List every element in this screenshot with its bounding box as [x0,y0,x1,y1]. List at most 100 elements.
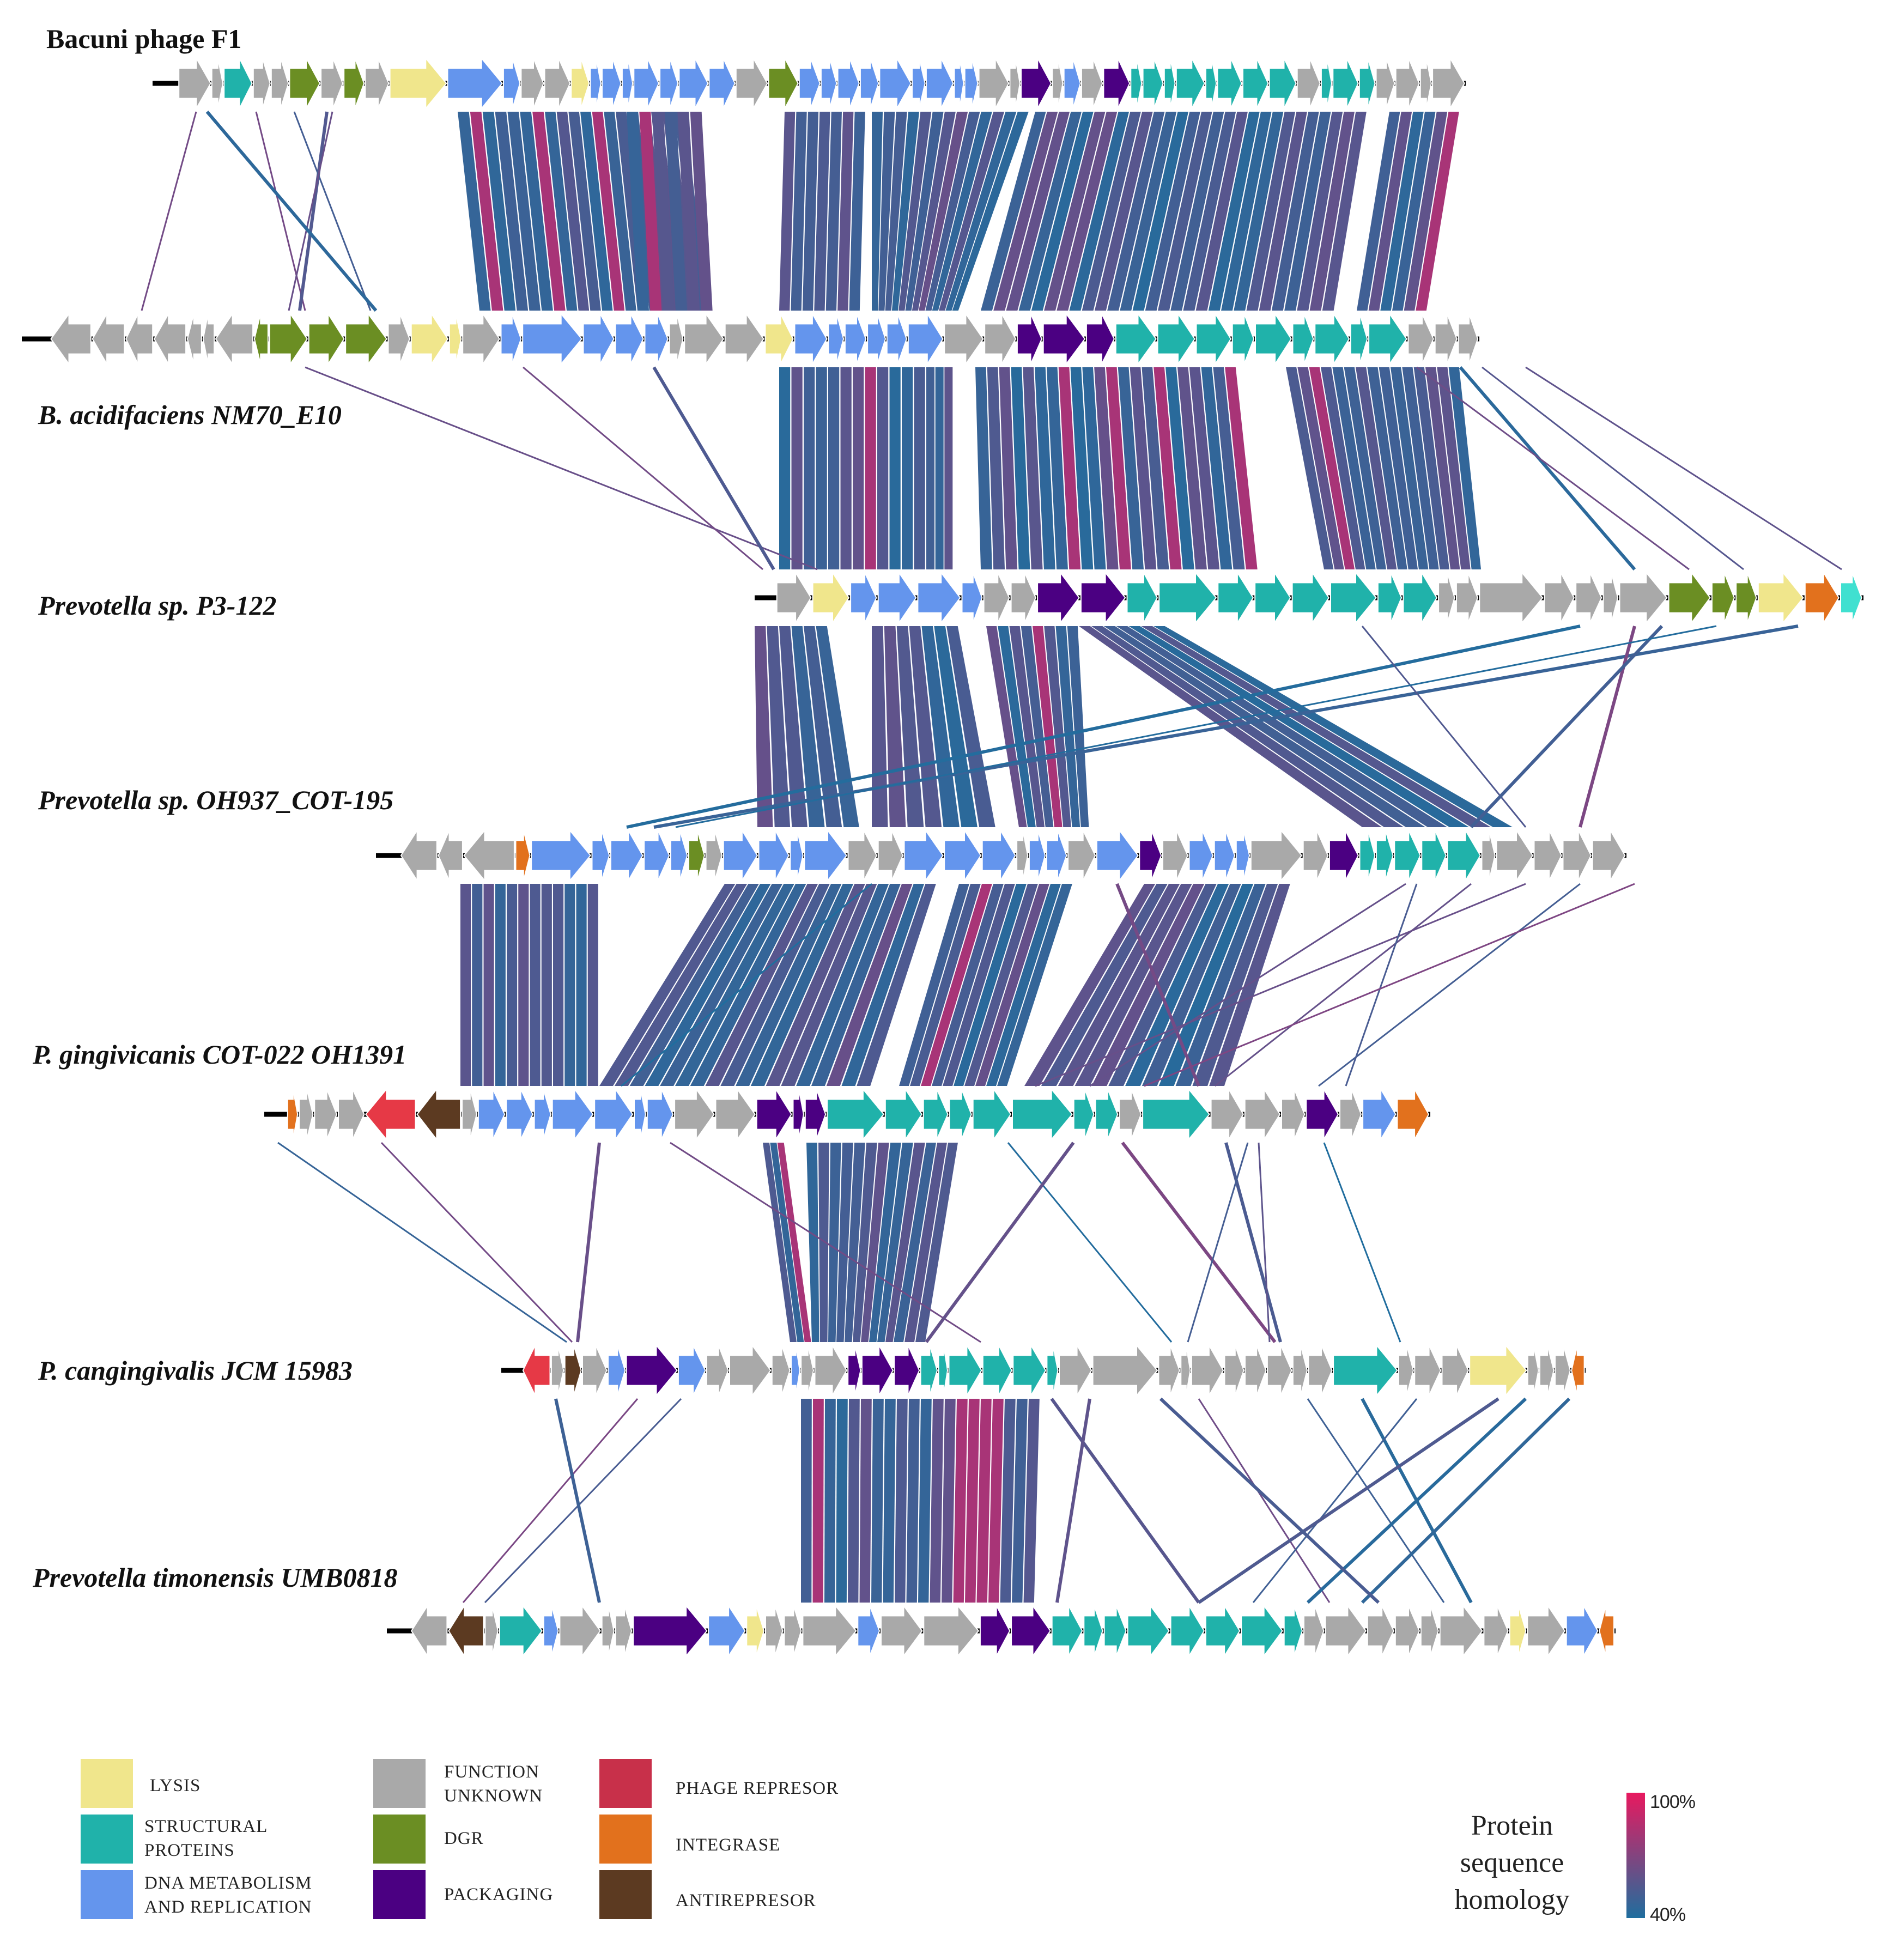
gene-arrow [1115,312,1157,366]
homology-band [1128,626,1469,827]
homology-band [898,112,932,311]
homology-band [954,884,1027,1086]
gene-arrow [688,830,705,881]
gene-arrow [299,1089,314,1140]
homology-line [1525,366,1842,571]
homology-band [877,367,889,569]
homology-band [1069,112,1130,311]
gene-arrow [1602,572,1619,623]
homology-band [1082,112,1141,311]
gene-arrow [1434,313,1458,365]
homology-line [484,1398,682,1604]
homology-band [530,884,541,1086]
gene-arrow [1544,572,1575,623]
gene-arrow [601,1605,615,1656]
genome-track-2: B. acidifaciens NM70_E10 [22,312,1479,430]
gene-arrow [582,1345,608,1396]
homology-band [690,884,806,1086]
gene-arrow [879,56,912,111]
gene-arrow [223,58,253,109]
homology-band [660,884,783,1086]
gene-arrow [670,830,688,881]
gene-arrow [669,313,684,365]
homology-band [930,1399,944,1603]
homology-min-label: 40% [1650,1904,1686,1925]
gene-arrow [984,312,1017,366]
gene-arrow [1255,312,1292,366]
gene-arrow [677,1345,706,1396]
homology-band [926,367,934,569]
gene-arrow [1162,830,1188,881]
homology-band [779,112,796,311]
homology-band [763,1143,797,1342]
homology-band [1130,367,1157,569]
homology-band [458,112,491,311]
homology-band [1344,367,1387,569]
gene-arrow [794,312,828,366]
genome-label: B. acidifaciens NM70_E10 [38,399,342,430]
gene-arrow [1367,1605,1394,1656]
gene-arrow [1496,828,1534,883]
homology-band [770,1143,804,1342]
gene-arrow [345,312,387,366]
gene-arrow [1479,571,1544,624]
homology-band [1367,367,1407,569]
gene-arrow [314,1089,338,1140]
gene-arrow [1037,571,1080,625]
gene-arrow [1195,312,1232,366]
gene-arrow [591,830,610,881]
homology-line [1198,1398,1331,1603]
legend-label: ANTIREPRESOR [676,1891,816,1910]
homology-line [653,624,1799,829]
homology-band [553,884,564,1086]
homology-band [902,367,913,569]
homology-band [818,1143,829,1342]
gene-arrow [1395,58,1420,109]
homology-band [796,884,889,1086]
gene-arrow [462,312,500,366]
homology-band [1070,367,1094,569]
homology-band [1009,626,1045,827]
gene-arrow [1339,1089,1362,1140]
homology-band [755,626,773,827]
gene-arrow [1042,312,1086,366]
gene-arrow [746,1605,765,1656]
homology-band [975,884,1049,1086]
gene-arrow [1130,58,1143,109]
homology-line [1050,1398,1200,1604]
homology-band [1165,367,1194,569]
legend-label: STRUCTURAL PROTEINS [144,1817,268,1860]
homology-line [255,111,306,311]
svg-text:LYSIS: LYSIS [150,1776,201,1795]
homology-band [1000,1399,1016,1603]
homology-band [1195,112,1248,311]
gene-arrow [972,1087,1012,1142]
gene-arrow [1527,1345,1539,1396]
homology-band [943,884,1015,1086]
gene-arrow [954,58,964,109]
homology-band [896,626,924,827]
gene-arrow [1073,1089,1095,1140]
homology-line [1198,1397,1499,1604]
gene-arrow [1083,1605,1103,1656]
gene-arrow [1441,1345,1469,1396]
gene-arrow [978,58,1010,109]
homology-band [750,884,854,1086]
svg-text:DGR: DGR [444,1829,484,1848]
gene-arrow [615,1605,633,1656]
gene-arrow [1170,1604,1205,1658]
gene-arrow [678,58,709,109]
gene-arrow [1377,572,1403,623]
homology-band [791,626,825,827]
homology-band [1082,367,1106,569]
legend-swatch [81,1870,133,1919]
homology-band [801,1399,812,1603]
homology-line [670,1142,981,1343]
homology-line [1306,1397,1527,1604]
homology-band [946,626,995,827]
homology-band [675,884,794,1086]
homology-band [1023,1399,1040,1603]
gene-arrow [1254,571,1291,625]
gene-arrow [634,1089,646,1140]
homology-band [964,884,1038,1086]
